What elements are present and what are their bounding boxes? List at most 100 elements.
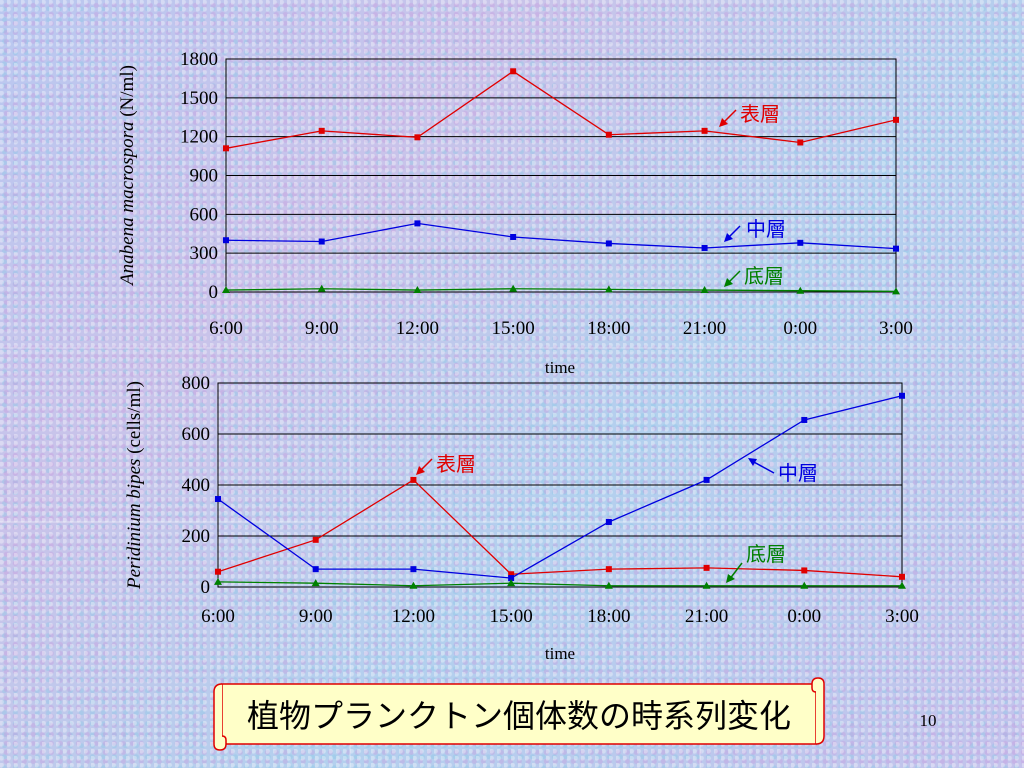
data-point: [801, 567, 808, 574]
y-tick-label: 1500: [180, 88, 218, 109]
data-point: [311, 579, 320, 587]
series-line: [217, 395, 903, 579]
series-1: [215, 392, 905, 582]
y-tick-label: 800: [182, 373, 211, 394]
y-tick-label: 0: [201, 577, 211, 598]
data-point: [899, 573, 905, 580]
series-0: [223, 68, 899, 152]
series-lines: [222, 68, 900, 295]
x-tick-label: 3:00: [885, 606, 919, 627]
x-tick-label: 9:00: [299, 606, 333, 627]
title-banner: 植物プランクトン個体数の時系列変化: [213, 677, 825, 751]
data-point: [796, 286, 805, 294]
svg-text:表層: 表層: [436, 452, 476, 476]
y-tick-label: 200: [182, 526, 211, 547]
data-point: [604, 581, 613, 589]
y-tick-labels: 0 300 600 900 1200 1500 1800: [180, 49, 218, 303]
x-tick-label: 9:00: [305, 318, 339, 339]
data-point: [215, 496, 221, 503]
label-surface: 表層: [416, 452, 476, 476]
data-point: [898, 581, 906, 589]
data-point: [223, 237, 229, 244]
data-point: [312, 536, 319, 543]
data-point: [703, 476, 710, 483]
data-point: [414, 220, 421, 227]
series-lines: [214, 392, 906, 589]
data-point: [318, 127, 325, 134]
data-point: [214, 577, 222, 585]
data-point: [703, 564, 710, 571]
data-point: [413, 286, 422, 294]
data-point: [797, 239, 804, 246]
data-point: [701, 244, 708, 251]
x-tick-labels: 6:00 9:00 12:00 15:00 18:00 21:00 0:00 3:00: [201, 606, 919, 627]
data-point: [410, 476, 417, 483]
data-point: [223, 145, 229, 152]
data-point: [702, 581, 711, 589]
gridlines: [226, 97, 896, 254]
y-tick-label: 400: [182, 475, 211, 496]
y-axis-label: Anabena macrospora (N/ml): [117, 65, 138, 287]
gridlines: [218, 433, 902, 537]
data-point: [605, 518, 612, 525]
data-point: [893, 245, 899, 252]
data-point: [312, 566, 319, 573]
series-line: [217, 479, 903, 578]
data-point: [409, 581, 418, 589]
y-tick-label: 0: [209, 282, 219, 303]
label-middle: 中層: [748, 458, 818, 485]
data-point: [800, 581, 809, 589]
data-point: [797, 139, 804, 146]
svg-text:中層: 中層: [778, 461, 818, 485]
x-tick-label: 12:00: [396, 318, 439, 339]
series-line: [217, 581, 902, 587]
x-tick-labels: 6:00 9:00 12:00 15:00 18:00 21:00 0:00 3:00: [209, 318, 913, 339]
y-tick-label: 900: [190, 166, 219, 187]
x-tick-label: 18:00: [587, 606, 630, 627]
data-point: [508, 575, 515, 582]
chart-peridinium: 0 200 400 600 800 6:00 9:00 12:00 15:00 18:00 21:…: [124, 373, 919, 663]
label-bottom: 底層: [726, 542, 786, 583]
banner-title: 植物プランクトン個体数の時系列変化: [247, 697, 791, 735]
page-number: 10: [920, 711, 937, 730]
x-tick-label: 15:00: [490, 606, 533, 627]
data-point: [508, 571, 515, 578]
svg-text:底層: 底層: [746, 542, 786, 566]
label-surface: 表層: [719, 102, 780, 127]
data-point: [222, 286, 230, 294]
data-point: [899, 392, 905, 399]
data-point: [507, 579, 516, 587]
data-point: [317, 284, 326, 292]
data-point: [801, 416, 808, 423]
data-point: [605, 566, 612, 573]
x-tick-label: 12:00: [392, 606, 435, 627]
svg-text:表層: 表層: [740, 102, 780, 126]
data-point: [215, 568, 221, 575]
data-point: [893, 116, 899, 123]
data-point: [509, 284, 518, 292]
data-point: [892, 287, 900, 295]
data-point: [318, 238, 325, 245]
y-tick-label: 300: [190, 243, 219, 264]
data-point: [510, 68, 517, 75]
y-tick-label: 600: [182, 424, 211, 445]
series-line: [225, 222, 897, 250]
x-tick-label: 0:00: [783, 318, 817, 339]
series-line: [225, 70, 897, 149]
x-tick-label: 18:00: [587, 318, 630, 339]
series-0: [215, 476, 905, 580]
data-point: [410, 566, 417, 573]
series-2: [214, 577, 906, 589]
y-tick-label: 600: [190, 204, 219, 225]
series-2: [222, 284, 900, 295]
y-tick-label: 1200: [180, 127, 218, 148]
label-middle: 中層: [724, 217, 786, 242]
series-line: [225, 288, 897, 293]
x-tick-label: 21:00: [683, 318, 726, 339]
data-point: [414, 134, 421, 141]
svg-text:中層: 中層: [746, 217, 786, 241]
y-axis-label: Peridinium bipes (cells/ml): [124, 381, 145, 590]
series-1: [223, 220, 899, 252]
x-tick-label: 3:00: [879, 318, 913, 339]
data-point: [701, 127, 708, 134]
